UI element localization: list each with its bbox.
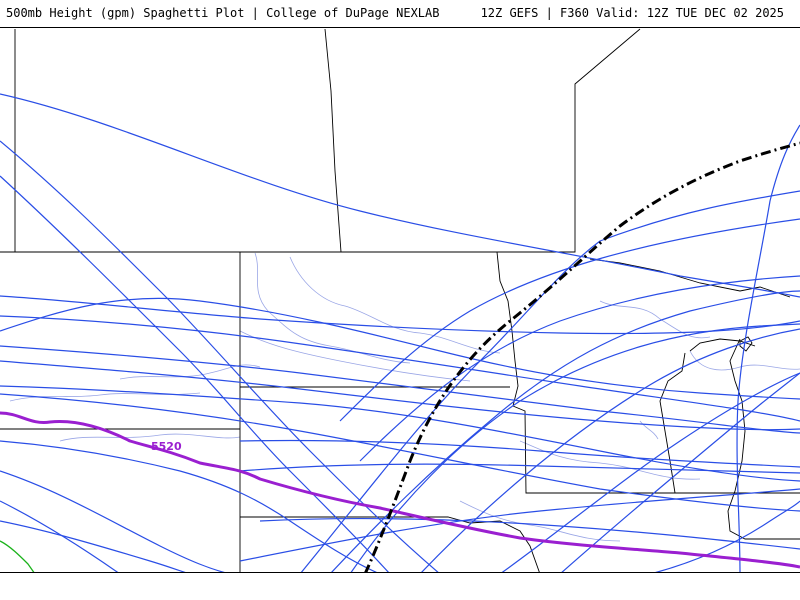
member-contour [0,295,800,335]
member-contour [300,190,800,572]
member-contour [0,175,389,572]
member-contour [0,297,800,400]
ensemble-members [0,93,800,572]
low-contour [0,540,35,572]
member-contour [239,439,800,468]
run-info: 12Z GEFS | F360 Valid: 12Z TUE DEC 02 20… [480,6,784,20]
river-line [59,433,241,442]
state-border [240,516,540,572]
river-line [119,364,261,380]
climatology-line [364,141,800,572]
member-contour [350,323,800,572]
state-border [727,338,800,540]
map-canvas: 5520 [0,28,800,572]
plot-title: 500mb Height (gpm) Spaghetti Plot | Coll… [6,6,440,20]
member-contour [0,360,800,431]
member-contour [239,488,800,562]
member-contour [359,275,800,462]
member-contour [421,328,800,572]
river-line [239,330,471,382]
river-line [289,256,501,354]
map-panel: 5520 [0,27,800,573]
member-contour [0,520,186,572]
member-contour [0,93,800,298]
lake-shore [739,336,753,352]
member-contour [331,290,800,572]
river-line [519,440,701,480]
member-contour [339,218,800,422]
member-contour [654,500,800,572]
member-contour [239,463,800,474]
state-border [324,28,342,253]
member-contour [259,517,800,550]
state-border [496,251,800,494]
member-contour [0,345,800,434]
river-line [599,300,711,339]
contour-label: 5520 [151,440,182,453]
member-contour [561,372,800,572]
river-line [639,420,659,440]
member-contour [0,500,119,572]
river-line [689,350,800,371]
rivers-layer [9,252,800,542]
state-border [0,28,641,253]
river-line [459,500,621,542]
state-border [589,258,791,298]
member-contour [736,124,800,572]
member-contour [0,315,800,422]
river-line [254,252,411,364]
member-contour [501,372,800,572]
highlight-contour-group: 5520 [0,411,800,569]
state-border [659,352,686,494]
member-contour [0,470,225,572]
member-contour [0,440,378,572]
highlight-contour [0,411,800,569]
member-contour [0,393,800,512]
